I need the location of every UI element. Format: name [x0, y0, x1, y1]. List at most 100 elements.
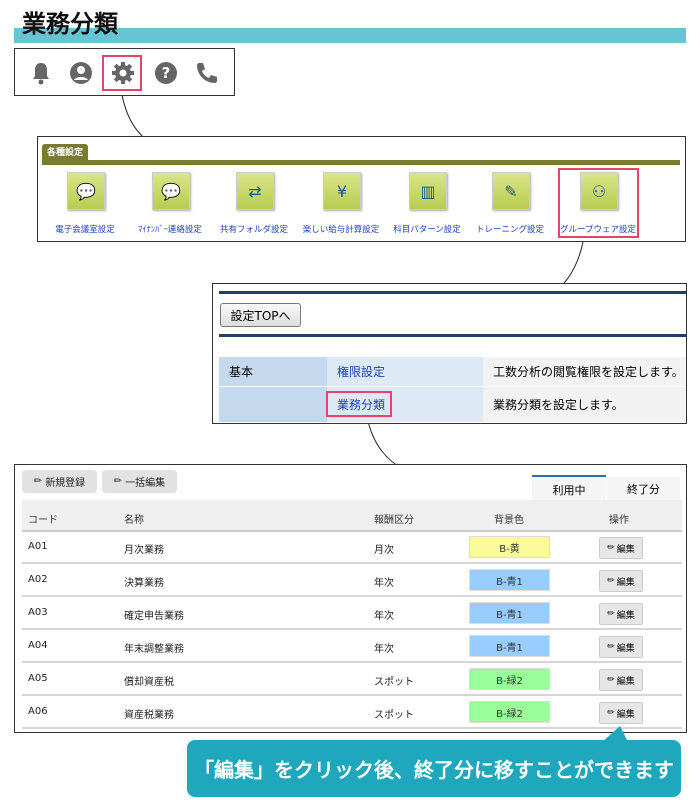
bulk-edit-button[interactable]: ✏ 一括編集 [102, 470, 177, 493]
code: A02 [28, 574, 48, 585]
settings-item-chat-icon[interactable]: 💬 [67, 172, 105, 210]
settings-item-label[interactable]: 科目パターン設定 [393, 225, 461, 235]
table-row: A04 年末調整業務 年次 B-青1 ✏ 編集 [22, 630, 682, 663]
settings-item-group-icon[interactable]: ⚇ [580, 172, 618, 210]
help-icon[interactable]: ? [152, 59, 180, 87]
pencil-icon: ✏ [607, 576, 615, 586]
pencil-icon: ✏ [33, 476, 43, 487]
name: 資産税業務 [124, 710, 174, 721]
edit-button[interactable]: ✏ 編集 [599, 702, 643, 724]
type: 年次 [374, 611, 394, 622]
desc-cell: 業務分類を設定します。 [483, 387, 686, 423]
color-chip: B-緑2 [469, 668, 550, 690]
link-permission[interactable]: 権限設定 [327, 357, 483, 387]
settings-top-button[interactable]: 設定TOPへ [220, 303, 301, 327]
pencil-icon: ✏ [607, 609, 615, 619]
type: スポット [374, 710, 414, 721]
callout: 「編集」をクリック後、終了分に移すことができます [187, 740, 681, 797]
settings-item-note-edit-icon[interactable]: ✎ [492, 172, 530, 210]
name: 月次業務 [124, 545, 164, 556]
gear-icon[interactable] [109, 59, 137, 87]
category-cell [219, 387, 327, 423]
desc-cell: 工数分析の閲覧権限を設定します。 [483, 357, 686, 387]
table-row: A02 決算業務 年次 B-青1 ✏ 編集 [22, 564, 682, 597]
color-chip: B-黄 [469, 536, 550, 558]
settings-item-label[interactable]: トレーニング設定 [475, 225, 545, 235]
highlight-groupware [558, 168, 639, 238]
settings-tab-bar [42, 160, 680, 165]
divider [219, 334, 686, 337]
code: A01 [28, 541, 48, 552]
header-color: 背景色 [494, 515, 524, 526]
edit-button[interactable]: ✏ 編集 [599, 636, 643, 658]
header-type: 報酬区分 [374, 515, 414, 526]
page-title: 業務分類 [22, 10, 118, 38]
color-chip: B-青1 [469, 569, 550, 591]
table-row: A03 確定申告業務 年次 B-青1 ✏ 編集 [22, 597, 682, 630]
name: 確定申告業務 [124, 611, 184, 622]
table-row: A01 月次業務 月次 B-黄 ✏ 編集 [22, 531, 682, 564]
pencil-icon: ✏ [607, 543, 615, 553]
category-cell: 基本 [219, 357, 327, 387]
table-header [22, 500, 682, 532]
settings-item-payroll-icon[interactable]: ¥ [323, 172, 361, 210]
divider [219, 291, 686, 294]
payroll-icon: ¥ [336, 181, 348, 201]
type: スポット [374, 677, 414, 688]
settings-item-share-folder-icon[interactable]: ⇄ [236, 172, 274, 210]
share-folder-icon: ⇄ [248, 181, 262, 201]
toolbar: ? [14, 48, 235, 96]
code: A06 [28, 706, 48, 717]
pencil-icon: ✏ [113, 476, 123, 487]
settings-detail-panel: 設定TOPへ 基本 権限設定 工数分析の閲覧権限を設定します。 業務分類 業務分… [212, 283, 687, 424]
phone-icon[interactable] [193, 59, 221, 87]
header-code: コード [28, 515, 58, 526]
settings-item-chart-icon[interactable]: ▥ [409, 172, 447, 210]
edit-button[interactable]: ✏ 編集 [599, 537, 643, 559]
code: A03 [28, 607, 48, 618]
header-action: 操作 [609, 515, 629, 526]
chat-icon: 💬 [161, 181, 181, 201]
settings-tab[interactable]: 各種設定 [42, 144, 88, 162]
group-icon: ⚇ [591, 181, 607, 201]
pencil-icon: ✏ [607, 675, 615, 685]
bell-icon[interactable] [27, 59, 55, 87]
tab-active[interactable]: 利用中 [532, 475, 606, 502]
type: 年次 [374, 644, 394, 655]
link-business-category[interactable]: 業務分類 [327, 387, 483, 423]
pencil-icon: ✏ [607, 708, 615, 718]
title-bar [14, 28, 686, 43]
table-row: A06 資産税業務 スポット B-緑2 ✏ 編集 [22, 696, 682, 729]
chat-icon: 💬 [76, 181, 96, 201]
edit-button[interactable]: ✏ 編集 [599, 570, 643, 592]
header-name: 名称 [124, 515, 144, 526]
edit-button[interactable]: ✏ 編集 [599, 603, 643, 625]
edit-button[interactable]: ✏ 編集 [599, 669, 643, 691]
type: 月次 [374, 545, 394, 556]
highlight-business-category [326, 391, 392, 417]
type: 年次 [374, 578, 394, 589]
settings-item-label[interactable]: 楽しい給与計算設定 [302, 225, 380, 235]
settings-item-label[interactable]: 電子会議室設定 [55, 225, 115, 235]
pencil-icon: ✏ [607, 642, 615, 652]
table-row: A05 償却資産税 スポット B-緑2 ✏ 編集 [22, 663, 682, 696]
name: 決算業務 [124, 578, 164, 589]
new-button[interactable]: ✏ 新規登録 [22, 470, 97, 493]
chart-icon: ▥ [420, 181, 436, 201]
note-edit-icon: ✎ [504, 181, 518, 201]
code: A05 [28, 673, 48, 684]
user-icon[interactable] [67, 59, 95, 87]
settings-item-chat-icon[interactable]: 💬 [152, 172, 190, 210]
tab-ended[interactable]: 終了分 [607, 477, 680, 500]
color-chip: B-緑2 [469, 701, 550, 723]
highlight-gear [102, 55, 142, 91]
code: A04 [28, 640, 48, 651]
callout-pointer [602, 726, 628, 742]
settings-item-label[interactable]: ﾏｲﾅﾝﾊﾞｰ連絡設定 [138, 225, 202, 235]
settings-panel [37, 136, 686, 242]
settings-item-label[interactable]: 共有フォルダ設定 [219, 225, 289, 235]
color-chip: B-青1 [469, 602, 550, 624]
color-chip: B-青1 [469, 635, 550, 657]
settings-item-label[interactable]: グループウェア設定 [560, 225, 636, 235]
svg-text:?: ? [162, 64, 171, 82]
